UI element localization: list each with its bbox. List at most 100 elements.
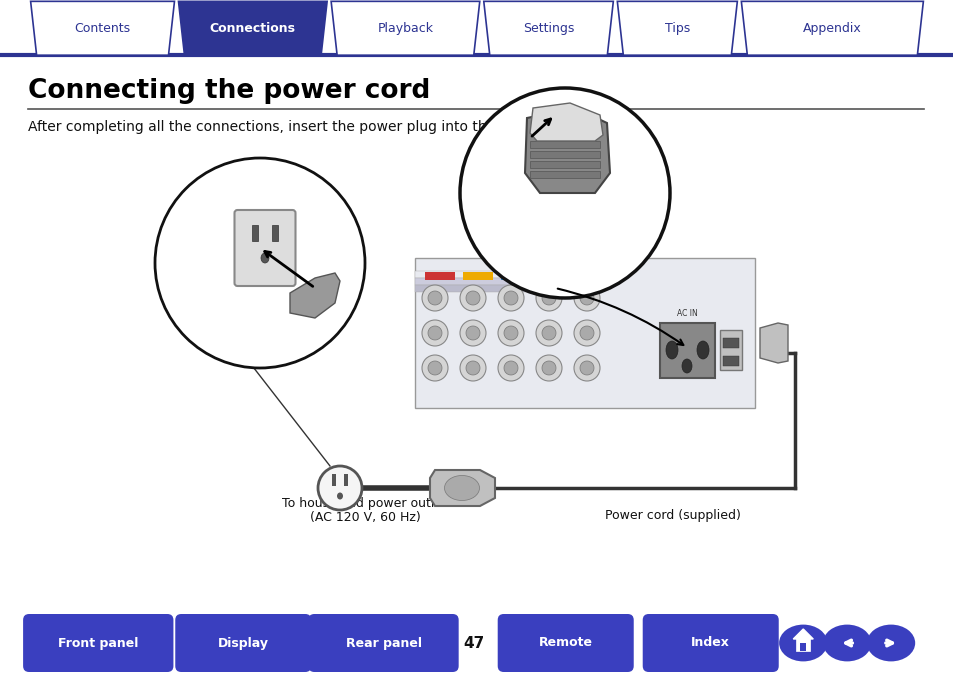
Polygon shape xyxy=(30,1,174,55)
Circle shape xyxy=(459,320,485,346)
Text: (AC 120 V, 60 Hz): (AC 120 V, 60 Hz) xyxy=(310,511,420,524)
Circle shape xyxy=(459,355,485,381)
Text: Contents: Contents xyxy=(74,22,131,35)
FancyBboxPatch shape xyxy=(497,614,633,672)
Circle shape xyxy=(536,320,561,346)
Circle shape xyxy=(541,291,556,305)
Ellipse shape xyxy=(665,341,678,359)
Bar xyxy=(500,272,531,280)
Bar xyxy=(796,638,809,651)
Bar xyxy=(462,272,493,280)
Polygon shape xyxy=(740,1,923,55)
Text: Connections: Connections xyxy=(210,22,295,35)
Bar xyxy=(415,258,754,408)
Bar xyxy=(415,285,567,292)
Ellipse shape xyxy=(697,341,708,359)
Circle shape xyxy=(503,326,517,340)
FancyBboxPatch shape xyxy=(642,614,778,672)
Circle shape xyxy=(465,326,479,340)
Circle shape xyxy=(421,320,448,346)
Text: Appendix: Appendix xyxy=(802,22,861,35)
Circle shape xyxy=(459,285,485,311)
FancyBboxPatch shape xyxy=(234,210,295,286)
Text: Front panel: Front panel xyxy=(58,637,138,649)
Circle shape xyxy=(428,361,441,375)
Polygon shape xyxy=(530,103,602,141)
Bar xyxy=(720,330,741,370)
Circle shape xyxy=(497,320,523,346)
Text: AC IN: AC IN xyxy=(677,309,698,318)
Bar xyxy=(530,141,599,148)
Circle shape xyxy=(421,285,448,311)
Bar xyxy=(530,161,599,168)
FancyBboxPatch shape xyxy=(23,614,173,672)
Ellipse shape xyxy=(261,253,269,263)
Circle shape xyxy=(541,361,556,375)
Text: After completing all the connections, insert the power plug into the power outle: After completing all the connections, in… xyxy=(28,120,591,133)
Circle shape xyxy=(503,361,517,375)
Polygon shape xyxy=(331,1,479,55)
Bar xyxy=(272,225,277,241)
Circle shape xyxy=(579,361,594,375)
Text: Playback: Playback xyxy=(377,22,433,35)
Circle shape xyxy=(154,158,365,368)
Text: Remote: Remote xyxy=(538,637,592,649)
Circle shape xyxy=(574,320,599,346)
Bar xyxy=(538,272,568,280)
Circle shape xyxy=(579,326,594,340)
Circle shape xyxy=(428,291,441,305)
Circle shape xyxy=(497,355,523,381)
Bar xyxy=(722,338,739,348)
Text: Tips: Tips xyxy=(664,22,689,35)
Polygon shape xyxy=(430,470,495,506)
Circle shape xyxy=(465,291,479,305)
Bar xyxy=(800,643,805,651)
Polygon shape xyxy=(793,629,812,639)
Text: Power cord (supplied): Power cord (supplied) xyxy=(604,509,740,522)
Circle shape xyxy=(421,355,448,381)
Text: Connecting the power cord: Connecting the power cord xyxy=(28,78,430,104)
Bar xyxy=(722,356,739,366)
Text: Index: Index xyxy=(691,637,729,649)
Bar xyxy=(415,278,567,285)
Polygon shape xyxy=(760,323,787,363)
Ellipse shape xyxy=(779,625,826,662)
Circle shape xyxy=(465,361,479,375)
Polygon shape xyxy=(483,1,613,55)
Text: Settings: Settings xyxy=(522,22,574,35)
Bar xyxy=(344,474,348,486)
Circle shape xyxy=(536,355,561,381)
Bar xyxy=(252,225,257,241)
Circle shape xyxy=(503,291,517,305)
Polygon shape xyxy=(290,273,339,318)
Circle shape xyxy=(459,88,669,298)
Circle shape xyxy=(497,285,523,311)
Circle shape xyxy=(428,326,441,340)
Ellipse shape xyxy=(681,359,691,373)
FancyBboxPatch shape xyxy=(308,614,458,672)
Circle shape xyxy=(574,285,599,311)
Bar xyxy=(424,272,455,280)
Ellipse shape xyxy=(866,625,914,662)
FancyBboxPatch shape xyxy=(175,614,311,672)
Bar xyxy=(530,171,599,178)
Bar xyxy=(530,151,599,158)
Circle shape xyxy=(541,326,556,340)
Bar xyxy=(659,323,714,378)
Bar xyxy=(577,272,606,280)
Polygon shape xyxy=(617,1,737,55)
Ellipse shape xyxy=(444,476,479,501)
Circle shape xyxy=(579,291,594,305)
Polygon shape xyxy=(178,1,327,55)
Circle shape xyxy=(317,466,361,510)
Circle shape xyxy=(574,355,599,381)
Polygon shape xyxy=(524,108,609,193)
Ellipse shape xyxy=(822,625,870,662)
Bar xyxy=(415,271,567,278)
Text: To household power outlet: To household power outlet xyxy=(282,497,447,511)
Bar xyxy=(332,474,335,486)
Text: Rear panel: Rear panel xyxy=(345,637,421,649)
Circle shape xyxy=(536,285,561,311)
Text: 47: 47 xyxy=(463,635,484,651)
Ellipse shape xyxy=(336,493,343,499)
